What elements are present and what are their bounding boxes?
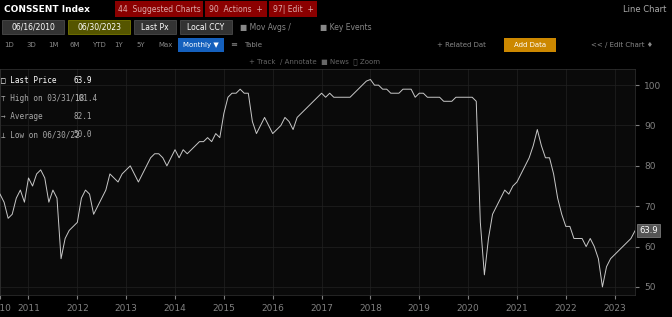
Text: □ Last Price: □ Last Price bbox=[1, 76, 56, 85]
Text: 06/30/2023: 06/30/2023 bbox=[77, 23, 121, 31]
Text: 101.4: 101.4 bbox=[74, 94, 97, 103]
Bar bbox=[178, 38, 224, 52]
Bar bbox=[115, 1, 203, 17]
Text: << / Edit Chart ♦: << / Edit Chart ♦ bbox=[591, 42, 653, 48]
Text: Add Data: Add Data bbox=[514, 42, 546, 48]
Text: + Related Dat: + Related Dat bbox=[437, 42, 486, 48]
Text: 82.1: 82.1 bbox=[74, 112, 92, 121]
Bar bbox=[180, 20, 232, 34]
Text: 06/16/2010: 06/16/2010 bbox=[11, 23, 55, 31]
Text: ≡: ≡ bbox=[230, 41, 237, 49]
Text: YTD: YTD bbox=[92, 42, 106, 48]
Text: Last Px: Last Px bbox=[141, 23, 169, 31]
Text: 50.0: 50.0 bbox=[74, 130, 92, 139]
Text: 90  Actions  +: 90 Actions + bbox=[209, 4, 263, 14]
Text: → Average: → Average bbox=[1, 112, 42, 121]
Text: CONSSENT Index: CONSSENT Index bbox=[4, 4, 90, 14]
Text: 97| Edit  +: 97| Edit + bbox=[273, 4, 313, 14]
Text: 3D: 3D bbox=[26, 42, 36, 48]
Text: 63.9: 63.9 bbox=[74, 76, 92, 85]
Text: ■ Mov Avgs /: ■ Mov Avgs / bbox=[240, 23, 291, 31]
Text: Local CCY: Local CCY bbox=[187, 23, 224, 31]
Text: 1D: 1D bbox=[4, 42, 13, 48]
Text: ■ Key Events: ■ Key Events bbox=[320, 23, 372, 31]
Text: 6M: 6M bbox=[70, 42, 81, 48]
Bar bbox=[2, 20, 64, 34]
Text: Table: Table bbox=[244, 42, 262, 48]
Text: Monthly ▼: Monthly ▼ bbox=[183, 42, 219, 48]
Text: 5Y: 5Y bbox=[136, 42, 144, 48]
Text: Max: Max bbox=[158, 42, 173, 48]
Bar bbox=[205, 1, 267, 17]
Text: 1M: 1M bbox=[48, 42, 58, 48]
Bar bbox=[269, 1, 317, 17]
Text: ⊥ Low on 06/30/22: ⊥ Low on 06/30/22 bbox=[1, 130, 79, 139]
Text: + Track  / Annotate  ■ News  🔍 Zoom: + Track / Annotate ■ News 🔍 Zoom bbox=[249, 58, 380, 65]
Bar bbox=[68, 20, 130, 34]
Text: 1Y: 1Y bbox=[114, 42, 123, 48]
Bar bbox=[134, 20, 176, 34]
Text: 44  Suggested Charts: 44 Suggested Charts bbox=[118, 4, 200, 14]
Text: 63.9: 63.9 bbox=[639, 226, 658, 235]
Bar bbox=[504, 38, 556, 52]
Text: Line Chart: Line Chart bbox=[623, 4, 666, 14]
Text: ⊤ High on 03/31/18: ⊤ High on 03/31/18 bbox=[1, 94, 84, 103]
